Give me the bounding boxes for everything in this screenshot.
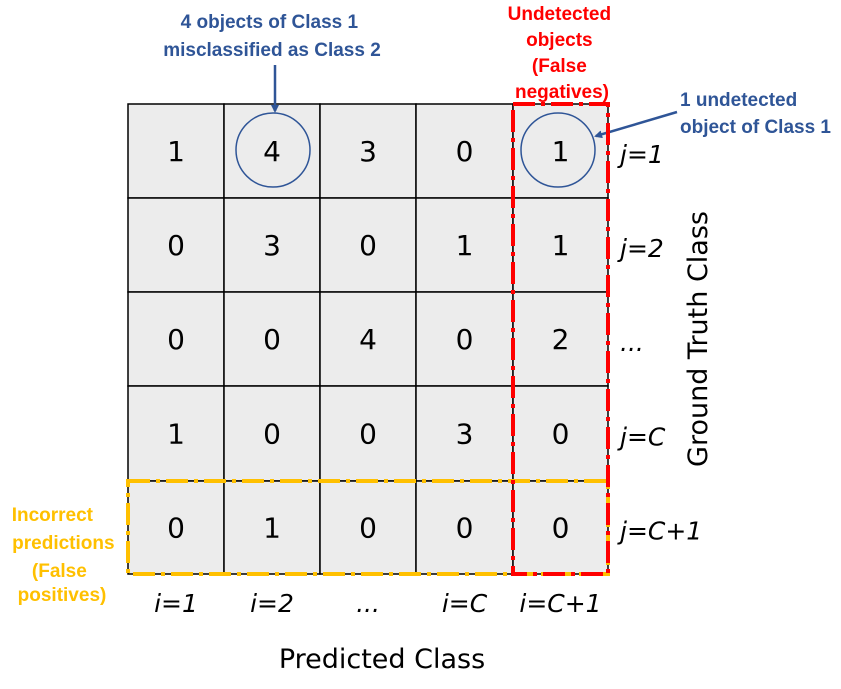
matrix-cell [127, 103, 225, 199]
cell-value: 1 [167, 135, 185, 168]
x-axis-title: Predicted Class [279, 644, 485, 675]
axis-labels: i=1 i=2... i=C i=C+1 j=1 j=2... j=C j=C+1 [154, 140, 702, 618]
matrix-cell [512, 385, 609, 482]
cell-value: 0 [456, 323, 474, 356]
matrix-cell [415, 291, 514, 387]
column-label: ... [356, 589, 380, 618]
cell-value: 2 [552, 323, 570, 356]
false-positives-annotation: Incorrect predictions (False positives) [12, 505, 120, 606]
matrix-cell [127, 385, 225, 482]
matrix-cell [319, 385, 417, 482]
row-label: j=2 [617, 234, 664, 263]
matrix-cell [319, 197, 417, 293]
cell-value: 3 [263, 229, 281, 262]
row-label: j=1 [617, 140, 664, 169]
matrix-cell [127, 197, 225, 293]
false-negatives-annotation: Undetected objects (False negatives) [508, 4, 617, 103]
cell-value: 0 [359, 229, 377, 262]
y-axis-title: Ground Truth Class [683, 211, 714, 467]
matrix-cell [319, 103, 417, 199]
undetected-one-annotation: 1 undetected object of Class 1 [680, 90, 831, 138]
misclassified-line-1: 4 objects of Class 1 [181, 12, 359, 33]
matrix-cell [512, 197, 609, 293]
matrix-cell [415, 385, 514, 482]
column-label: i=C+1 [519, 589, 601, 618]
cell-value: 4 [263, 135, 281, 168]
misclassified-annotation: 4 objects of Class 1 misclassified as Cl… [163, 12, 381, 61]
matrix-cell [127, 480, 225, 575]
cell-value: 0 [167, 512, 185, 545]
false-positives-line-3: (False [32, 561, 87, 582]
cell-value: 0 [263, 418, 281, 451]
cell-value: 0 [359, 512, 377, 545]
cell-value: 0 [552, 418, 570, 451]
false-positives-line-4: positives) [18, 585, 107, 606]
cell-value: 3 [456, 418, 474, 451]
cell-value: 1 [552, 229, 570, 262]
cell-value: 1 [552, 135, 570, 168]
false-negatives-line-1: Undetected [508, 4, 611, 25]
cell-value: 0 [456, 135, 474, 168]
false-positives-box [126, 479, 610, 576]
matrix-cell [223, 291, 321, 387]
cell-value: 0 [167, 229, 185, 262]
cell-value: 0 [263, 323, 281, 356]
matrix-cells: 1 4 3 0 1 0 3 0 1 1 0 0 4 0 2 1 0 0 3 0 0 1 0 0 0 [127, 103, 609, 575]
matrix-cell [223, 103, 321, 199]
undetected-line-2: object of Class 1 [680, 117, 831, 138]
row-label: j=C [617, 423, 666, 452]
cell-value: 1 [456, 229, 474, 262]
undetected-line-1: 1 undetected [680, 90, 797, 111]
matrix-cell [415, 103, 514, 199]
column-label: i=2 [250, 589, 294, 618]
matrix-cell [319, 480, 417, 575]
cell-value: 0 [167, 323, 185, 356]
cell-value: 0 [456, 512, 474, 545]
false-negatives-line-2: objects [526, 30, 593, 51]
column-label: i=1 [154, 589, 198, 618]
false-negatives-line-4: negatives) [515, 82, 609, 103]
cell-value: 0 [359, 418, 377, 451]
cell-value: 0 [552, 512, 570, 545]
false-positives-line-1: Incorrect [12, 505, 94, 526]
cell-value: 3 [359, 135, 377, 168]
matrix-cell [512, 480, 609, 575]
false-positives-line-2: predictions [12, 533, 114, 554]
column-label: i=C [442, 589, 488, 618]
cell-value: 1 [167, 418, 185, 451]
matrix-cell [223, 385, 321, 482]
highlight-circle-undetected [520, 112, 596, 188]
row-label: j=C+1 [617, 517, 702, 546]
false-negatives-box [511, 102, 610, 576]
highlight-circle-misclassified [235, 112, 311, 188]
misclassified-line-2: misclassified as Class 2 [163, 40, 381, 61]
cell-value: 1 [263, 512, 281, 545]
row-label: ... [620, 328, 644, 357]
cell-value: 4 [359, 323, 377, 356]
false-negatives-line-3: (False [532, 56, 587, 77]
